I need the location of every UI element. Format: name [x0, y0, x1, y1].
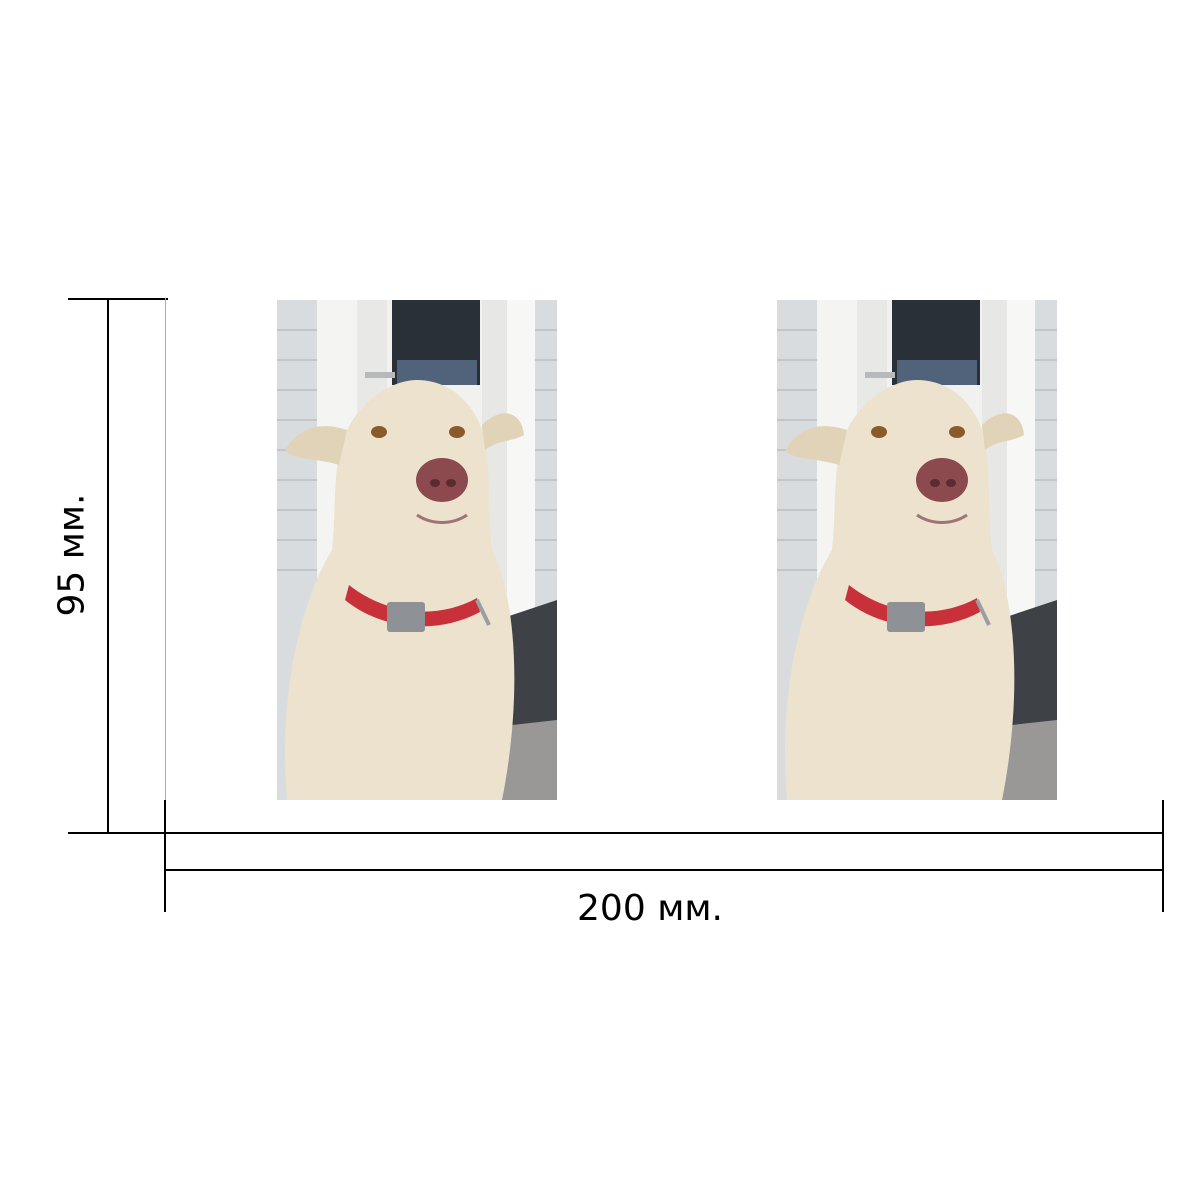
height-dim-bottom-tick: [68, 832, 168, 834]
height-label: 95 мм.: [51, 493, 93, 617]
width-dim-upper-line: [164, 832, 1164, 834]
width-dim-right-tick: [1162, 800, 1164, 912]
dog-photo-image: [277, 300, 557, 800]
dog-photo-image: [777, 300, 1057, 800]
width-dim-left-tick: [164, 800, 166, 912]
width-dim-lower-line: [164, 869, 1164, 871]
dog-photo-left: [277, 300, 557, 800]
width-label: 200 мм.: [577, 888, 723, 929]
dog-photo-right: [777, 300, 1057, 800]
height-dim-outer-line: [107, 298, 109, 834]
height-dim-inner-line: [165, 298, 166, 834]
height-dim-top-tick: [68, 298, 168, 300]
